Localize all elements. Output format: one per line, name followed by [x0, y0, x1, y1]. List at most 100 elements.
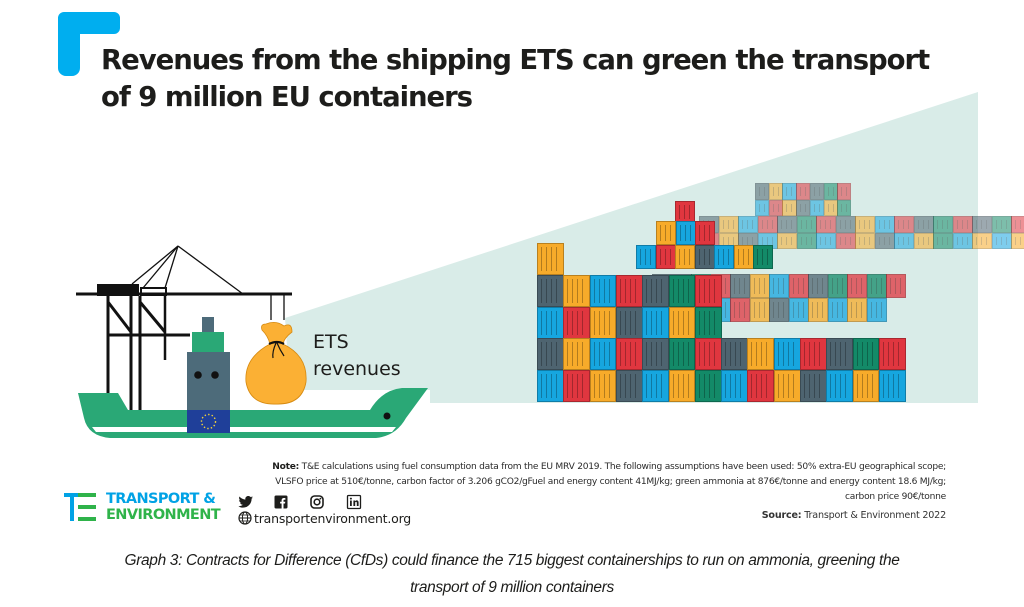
container-icon	[642, 306, 670, 339]
container-icon	[563, 369, 591, 402]
container-icon	[894, 232, 915, 250]
eu-flag-icon	[187, 410, 230, 433]
caption-line-2: transport of 9 million containers	[410, 579, 614, 596]
container-icon	[721, 338, 748, 371]
container-icon	[800, 369, 827, 402]
container-icon	[826, 369, 854, 402]
container-icon	[563, 338, 591, 371]
container-icon	[782, 183, 797, 200]
ets-label-line-2: revenues	[313, 358, 401, 380]
container-icon	[694, 306, 722, 339]
money-bag-icon	[245, 322, 307, 405]
container-icon	[694, 338, 722, 371]
container-icon	[894, 216, 915, 233]
container-icon	[852, 338, 880, 371]
container-icon	[675, 221, 696, 246]
container-icon	[537, 369, 564, 402]
source-credit: Source: Transport & Environment 2022	[762, 510, 946, 521]
container-icon	[886, 274, 907, 299]
container-icon	[668, 369, 696, 402]
container-icon	[796, 183, 811, 200]
container-icon	[655, 245, 676, 270]
ship-bridge-icon	[187, 317, 230, 412]
instagram-icon[interactable]	[309, 494, 325, 510]
te-logo-text: TRANSPORT & ENVIRONMENT	[106, 491, 221, 523]
container-icon	[749, 298, 770, 323]
container-icon	[866, 274, 887, 299]
container-icon	[866, 298, 887, 323]
container-icon	[749, 274, 770, 299]
container-icon	[847, 274, 868, 299]
container-icon	[847, 298, 868, 323]
container-icon	[537, 275, 564, 307]
container-icon	[913, 232, 934, 250]
container-icon	[730, 274, 751, 299]
container-icon	[615, 338, 643, 371]
container-icon	[668, 338, 696, 371]
container-icon	[796, 216, 817, 233]
twitter-icon[interactable]	[238, 494, 254, 510]
container-icon	[1011, 216, 1024, 233]
container-icon	[933, 216, 954, 233]
ets-revenues-label: ETS revenues	[313, 329, 401, 383]
container-icon	[642, 369, 670, 402]
container-icon	[642, 275, 670, 307]
container-icon	[747, 369, 775, 402]
container-icon	[755, 199, 770, 217]
ship-hull-icon	[78, 388, 428, 438]
te-logo-mark-icon	[64, 493, 96, 521]
container-icon	[589, 275, 617, 307]
figure-caption: Graph 3: Contracts for Difference (CfDs)…	[20, 547, 1004, 601]
container-icon	[835, 216, 856, 233]
container-icon	[808, 298, 829, 323]
website-link[interactable]: transportenvironment.org	[238, 511, 411, 526]
container-icon	[823, 199, 838, 217]
facebook-icon[interactable]	[273, 494, 289, 510]
container-icon	[796, 199, 811, 217]
linkedin-icon[interactable]	[346, 494, 362, 510]
container-icon	[816, 232, 837, 250]
container-icon	[636, 245, 657, 270]
container-icon	[777, 232, 798, 250]
porthole-icon	[383, 412, 391, 420]
container-icon	[809, 183, 825, 200]
container-icon	[615, 369, 643, 402]
container-icon	[589, 369, 617, 402]
container-icon	[1011, 232, 1024, 250]
container-icon	[730, 298, 751, 323]
ship-illustration	[76, 245, 428, 438]
container-icon	[991, 232, 1012, 250]
container-icon	[837, 183, 852, 200]
container-icon	[656, 221, 677, 246]
container-icon	[589, 338, 617, 371]
container-icon	[952, 216, 973, 233]
container-icon	[668, 275, 696, 307]
container-icon	[747, 338, 775, 371]
note-line-1: T&E calculations using fuel consumption …	[299, 462, 947, 472]
page-title: Revenues from the shipping ETS can green…	[101, 42, 981, 116]
container-icon	[809, 199, 825, 217]
container-icon	[827, 274, 848, 299]
container-icon	[777, 216, 798, 233]
container-icon	[816, 216, 837, 233]
container-icon	[878, 338, 906, 371]
container-icon	[855, 216, 876, 233]
container-icon	[874, 232, 895, 250]
container-icon	[721, 369, 748, 402]
container-icon	[773, 338, 801, 371]
source-label: Source:	[761, 510, 802, 521]
container-icon	[855, 232, 876, 250]
container-icon	[796, 232, 817, 250]
container-icon	[768, 199, 783, 217]
container-icon	[753, 245, 774, 270]
logo-line-2: ENVIRONMENT	[106, 507, 221, 523]
container-icon	[826, 338, 854, 371]
container-icon	[788, 274, 809, 299]
container-icon	[788, 298, 809, 323]
container-icon	[972, 216, 993, 233]
container-icon	[837, 199, 852, 217]
title-line-2: of 9 million EU containers	[101, 81, 473, 113]
container-icon	[991, 216, 1012, 233]
